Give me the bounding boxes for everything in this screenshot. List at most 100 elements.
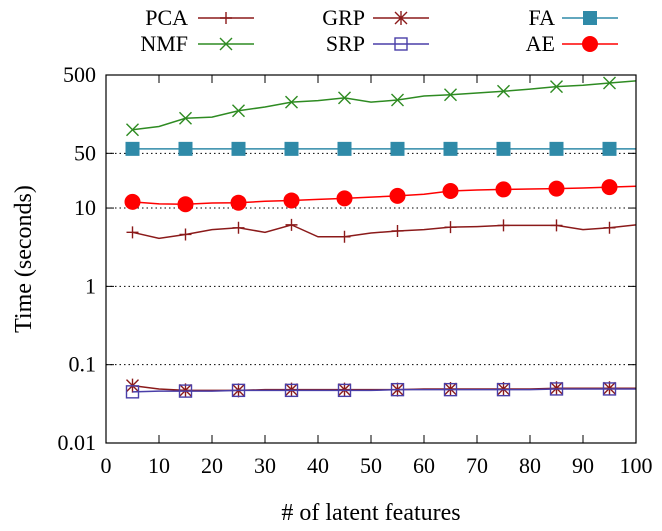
ae-point <box>548 180 565 197</box>
ae-point <box>389 187 406 204</box>
nmf-point <box>126 123 139 137</box>
pca-point <box>285 218 298 231</box>
legend-item-grp: GRP <box>322 5 429 30</box>
ae-point <box>442 183 459 200</box>
series-srp <box>125 382 636 399</box>
x-tick-label: 30 <box>254 453 276 478</box>
square-mark <box>496 141 511 156</box>
square-mark <box>602 382 617 396</box>
srp-point <box>443 382 458 397</box>
x-mark <box>603 76 616 90</box>
square-mark <box>443 382 458 397</box>
legend-item-nmf: NMF <box>140 31 254 56</box>
srp-point <box>125 385 140 399</box>
circle-mark <box>124 193 141 210</box>
ae-point <box>124 193 141 210</box>
square-mark <box>231 141 246 156</box>
y-tick-label: 50 <box>74 140 96 165</box>
legend-label: PCA <box>145 5 188 30</box>
nmf-point <box>285 95 298 109</box>
fa-point <box>125 141 140 156</box>
legend-item-pca: PCA <box>145 5 254 30</box>
fa-point <box>337 141 352 156</box>
srp-point <box>178 384 193 398</box>
srp-point <box>602 382 617 396</box>
y-axis-label: Time (seconds) <box>11 185 37 333</box>
pca-point <box>338 230 351 243</box>
x-tick-label: 90 <box>572 453 594 478</box>
ae-point <box>230 194 247 211</box>
circle-mark <box>548 180 565 197</box>
x-tick-label: 0 <box>101 453 112 478</box>
circle-mark <box>495 181 512 198</box>
srp-line <box>132 388 636 393</box>
x-axis-label: # of latent features <box>281 500 460 526</box>
legend-label: NMF <box>140 31 188 56</box>
pca-point <box>179 228 192 241</box>
grid-lines <box>106 152 636 366</box>
square-mark <box>443 141 458 156</box>
pca-point <box>391 224 404 237</box>
x-mark <box>444 88 457 102</box>
series-ae <box>124 179 637 213</box>
nmf-point <box>179 111 192 125</box>
nmf-point <box>550 80 563 94</box>
x-tick-label: 100 <box>620 453 653 478</box>
srp-point <box>337 383 352 398</box>
y-tick-label: 500 <box>63 62 96 87</box>
pca-point <box>126 226 139 239</box>
plus-mark <box>550 219 563 232</box>
nmf-point <box>338 91 351 105</box>
square-mark <box>284 383 299 398</box>
plus-mark <box>603 221 616 234</box>
x-tick-label: 80 <box>519 453 541 478</box>
plus-mark <box>220 12 232 24</box>
square-mark <box>390 141 405 156</box>
x-mark <box>285 95 298 109</box>
pca-line <box>132 224 637 240</box>
plus-mark <box>126 226 139 239</box>
srp-point <box>549 382 564 396</box>
srp-point <box>496 382 511 397</box>
series-fa <box>125 141 636 156</box>
square-mark <box>337 383 352 398</box>
square-mark <box>178 384 193 398</box>
legend-marker <box>583 11 597 25</box>
legend-item-srp: SRP <box>326 31 429 56</box>
fa-point <box>284 141 299 156</box>
x-mark <box>338 91 351 105</box>
y-tick-label: 10 <box>74 195 96 220</box>
asterisk-mark <box>394 11 408 25</box>
series-nmf <box>126 76 637 137</box>
fa-point <box>178 141 193 156</box>
legend-marker <box>394 11 408 25</box>
legend-label: FA <box>529 5 556 30</box>
circle-mark <box>230 194 247 211</box>
x-tick-label: 40 <box>307 453 329 478</box>
legend-marker <box>394 37 408 51</box>
circle-mark <box>283 192 300 209</box>
nmf-point <box>232 104 245 118</box>
legend-label: SRP <box>326 31 365 56</box>
circle-mark <box>442 183 459 200</box>
square-mark <box>231 383 246 398</box>
pca-point <box>232 221 245 234</box>
ae-point <box>495 181 512 198</box>
circle-mark <box>601 179 618 196</box>
square-mark <box>394 37 408 51</box>
pca-point <box>603 221 616 234</box>
x-tick-label: 60 <box>413 453 435 478</box>
circle-mark <box>582 36 598 52</box>
x-mark <box>232 104 245 118</box>
legend-item-fa: FA <box>529 5 618 30</box>
ae-point <box>177 196 194 213</box>
plus-mark <box>232 221 245 234</box>
ae-point <box>601 179 618 196</box>
square-mark <box>602 141 617 156</box>
square-mark <box>496 382 511 397</box>
square-mark <box>125 385 140 399</box>
ae-point <box>336 190 353 207</box>
pca-point <box>497 219 510 232</box>
nmf-point <box>497 84 510 98</box>
